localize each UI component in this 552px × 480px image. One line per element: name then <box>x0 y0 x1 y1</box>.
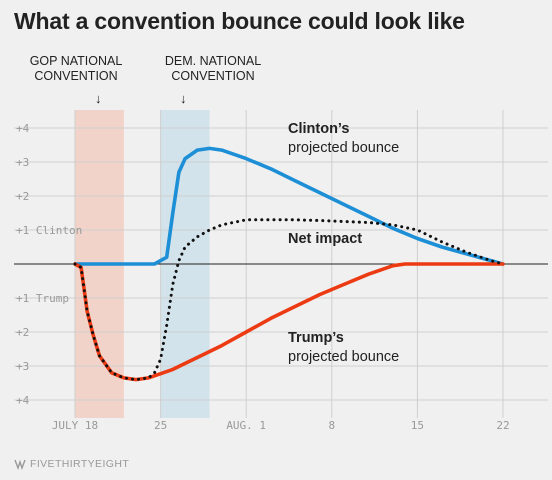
x-tick-label: AUG. 1 <box>226 419 266 432</box>
y-tick-label: +1 Clinton <box>16 224 82 237</box>
x-tick-label: 25 <box>154 419 167 432</box>
y-tick-label: +2 <box>16 326 29 339</box>
x-tick-label: 8 <box>328 419 335 432</box>
gop-convention-label: GOP NATIONAL CONVENTION <box>29 54 123 83</box>
brand-logo: FIVETHIRTYEIGHT <box>14 458 129 470</box>
clinton-series-label: Clinton’s <box>288 121 349 137</box>
clinton-series-line <box>73 146 505 266</box>
y-tick-label: +2 <box>16 190 29 203</box>
dem-arrow-icon: ↓ <box>180 91 187 106</box>
x-tick-label: JULY 18 <box>52 419 98 432</box>
clinton-series-label-sub: projected bounce <box>288 140 399 156</box>
trump-series-label-sub: projected bounce <box>288 349 399 365</box>
trump-series-line <box>73 262 505 382</box>
fivethirtyeight-logo-icon <box>14 459 26 470</box>
dem-convention-label: DEM. NATIONAL CONVENTION <box>164 54 262 83</box>
trump-series-label: Trump’s <box>288 330 344 346</box>
y-tick-label: +4 <box>16 122 30 135</box>
chart-title: What a convention bounce could look like <box>14 8 465 34</box>
x-tick-label: 15 <box>411 419 424 432</box>
net-impact-series-line <box>73 218 505 382</box>
gop-arrow-icon: ↓ <box>95 91 102 106</box>
y-tick-label: +3 <box>16 360 29 373</box>
net-impact-series-label: Net impact <box>288 231 362 247</box>
y-tick-label: +4 <box>16 394 30 407</box>
x-tick-label: 22 <box>496 419 509 432</box>
y-tick-label: +1 Trump <box>16 292 69 305</box>
y-tick-label: +3 <box>16 156 29 169</box>
brand-name: FIVETHIRTYEIGHT <box>30 458 130 470</box>
